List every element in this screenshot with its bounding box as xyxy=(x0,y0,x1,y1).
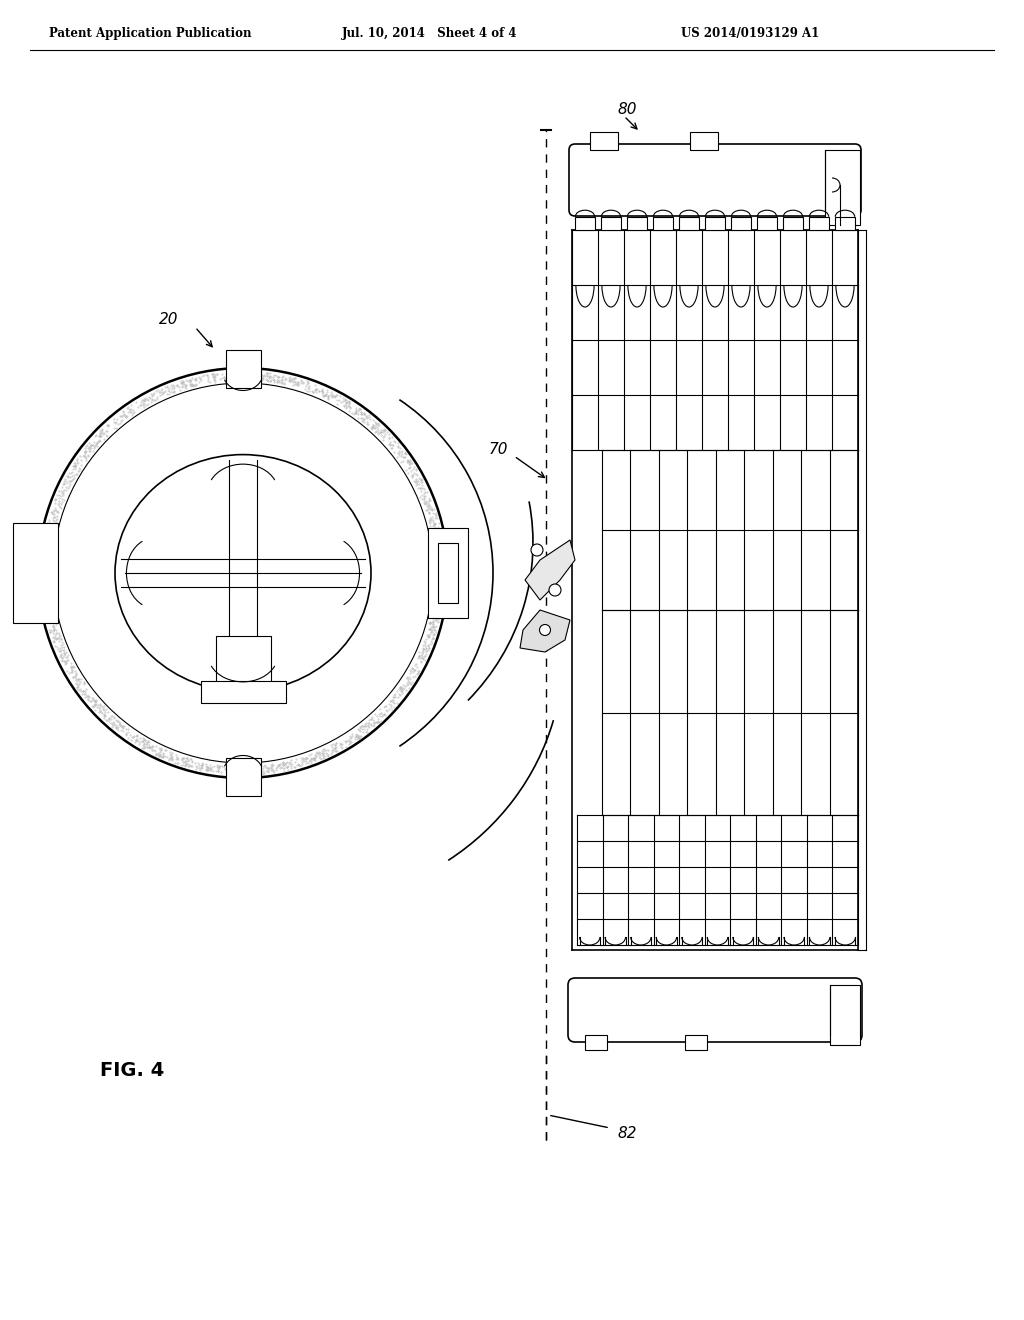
Bar xyxy=(758,216,777,230)
Polygon shape xyxy=(525,540,575,601)
Bar xyxy=(225,350,260,388)
Bar xyxy=(225,758,260,796)
Bar xyxy=(690,132,718,150)
Bar xyxy=(13,523,58,623)
Bar xyxy=(428,528,468,618)
Bar xyxy=(731,216,751,230)
Bar xyxy=(783,216,803,230)
Polygon shape xyxy=(122,558,365,587)
Bar xyxy=(575,216,595,230)
Bar xyxy=(590,132,618,150)
Bar xyxy=(809,216,828,230)
Bar xyxy=(201,681,286,702)
Text: 70: 70 xyxy=(488,442,508,458)
Text: Jul. 10, 2014   Sheet 4 of 4: Jul. 10, 2014 Sheet 4 of 4 xyxy=(342,26,518,40)
Bar xyxy=(685,1035,707,1049)
Bar xyxy=(628,216,647,230)
Bar xyxy=(679,216,698,230)
Bar xyxy=(585,1035,607,1049)
FancyBboxPatch shape xyxy=(569,144,861,216)
Circle shape xyxy=(549,583,561,597)
Ellipse shape xyxy=(115,454,371,692)
Bar xyxy=(706,216,725,230)
Polygon shape xyxy=(520,610,570,652)
Text: 80: 80 xyxy=(618,103,638,117)
Text: Patent Application Publication: Patent Application Publication xyxy=(49,26,251,40)
Bar xyxy=(601,216,621,230)
Circle shape xyxy=(531,544,543,556)
Bar xyxy=(836,216,855,230)
Bar xyxy=(830,985,860,1045)
Bar xyxy=(438,543,458,603)
Text: 20: 20 xyxy=(159,313,178,327)
Bar xyxy=(825,150,860,224)
Bar xyxy=(215,636,270,685)
Circle shape xyxy=(540,624,551,635)
Text: 82: 82 xyxy=(618,1126,638,1140)
Bar xyxy=(653,216,673,230)
FancyBboxPatch shape xyxy=(568,978,862,1041)
Polygon shape xyxy=(229,461,257,685)
Text: US 2014/0193129 A1: US 2014/0193129 A1 xyxy=(681,26,819,40)
Text: FIG. 4: FIG. 4 xyxy=(100,1060,164,1080)
